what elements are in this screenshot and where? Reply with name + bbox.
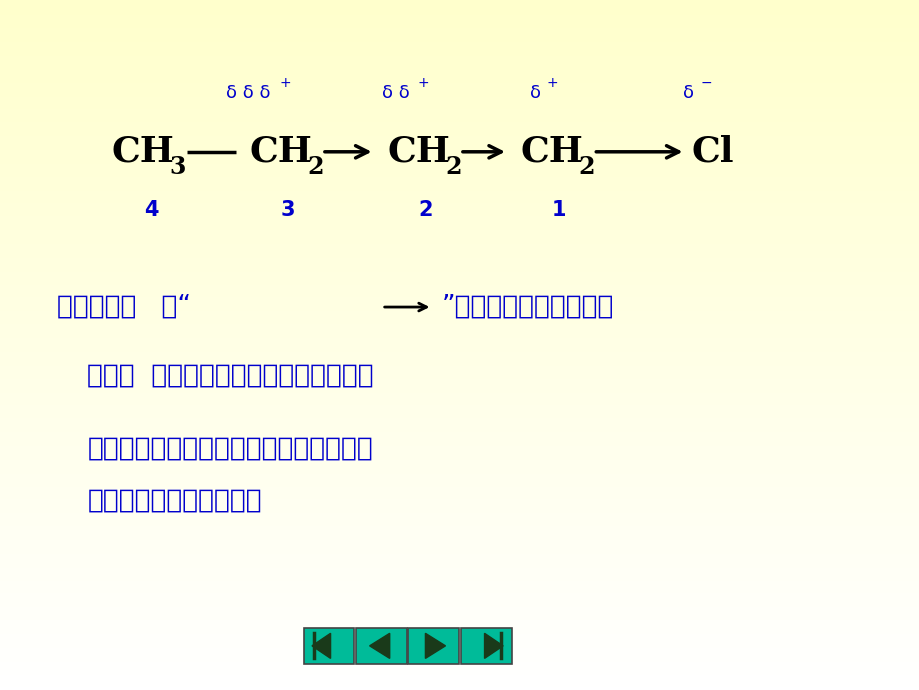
Text: 特征：  诱导效应随分子链的增长而迅速: 特征： 诱导效应随分子链的增长而迅速	[87, 363, 374, 389]
Bar	[460, 628, 511, 664]
Text: CH: CH	[249, 135, 312, 169]
Text: +: +	[279, 76, 290, 90]
Text: 2: 2	[445, 155, 461, 179]
Text: CH: CH	[520, 135, 583, 169]
Text: CH: CH	[111, 135, 174, 169]
Text: 2: 2	[578, 155, 595, 179]
Polygon shape	[312, 633, 330, 658]
Bar	[408, 628, 459, 664]
Polygon shape	[484, 633, 503, 658]
Text: Cl: Cl	[691, 135, 733, 169]
Text: δ δ: δ δ	[381, 84, 409, 102]
Bar	[303, 628, 354, 664]
Text: 4: 4	[144, 201, 159, 220]
Text: CH: CH	[387, 135, 449, 169]
Polygon shape	[425, 633, 445, 658]
Polygon shape	[369, 633, 390, 658]
Text: ”表示电子移动的方向，: ”表示电子移动的方向，	[441, 294, 613, 320]
Text: 3: 3	[169, 155, 186, 179]
Text: δ: δ	[682, 84, 693, 102]
Text: 表示方法：   用“: 表示方法： 用“	[57, 294, 191, 320]
Text: 1: 1	[551, 201, 566, 220]
Text: 影响：物质酸碱度的大小: 影响：物质酸碱度的大小	[87, 487, 262, 513]
Text: 3: 3	[280, 201, 295, 220]
Bar	[356, 628, 406, 664]
Text: 2: 2	[307, 155, 323, 179]
Text: −: −	[700, 76, 711, 90]
Text: +: +	[546, 76, 557, 90]
Text: δ: δ	[529, 84, 540, 102]
Text: δ δ δ: δ δ δ	[226, 84, 270, 102]
Text: 强度：取决于分子中原子电负性的大小，: 强度：取决于分子中原子电负性的大小，	[87, 435, 373, 462]
Text: 2: 2	[418, 201, 433, 220]
Text: +: +	[417, 76, 428, 90]
